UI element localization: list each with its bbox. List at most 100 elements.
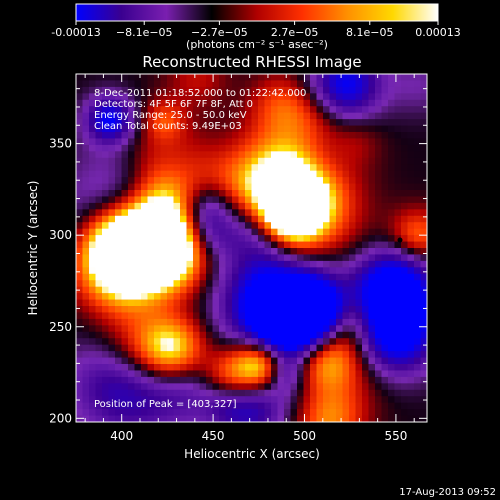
heatmap-cell xyxy=(375,318,383,326)
heatmap-cell xyxy=(394,106,402,114)
heatmap-cell xyxy=(323,344,331,352)
heatmap-cell xyxy=(199,157,207,165)
heatmap-cell xyxy=(329,112,337,120)
heatmap-cell xyxy=(297,306,305,314)
heatmap-cell xyxy=(238,312,246,320)
heatmap-cell xyxy=(420,80,427,88)
heatmap-cell xyxy=(238,80,246,88)
heatmap-cell xyxy=(173,312,181,320)
heatmap-cell xyxy=(355,190,363,198)
heatmap-cell xyxy=(232,370,240,378)
heatmap-cell xyxy=(154,325,162,333)
heatmap-cell xyxy=(362,389,370,397)
heatmap-cell xyxy=(290,183,298,191)
heatmap-cell xyxy=(167,280,175,288)
heatmap-cell xyxy=(323,119,331,127)
heatmap-cell xyxy=(173,125,181,133)
heatmap-cell xyxy=(420,222,427,230)
heatmap-cell xyxy=(342,125,350,133)
heatmap-cell xyxy=(355,344,363,352)
heatmap-cell xyxy=(368,248,376,256)
heatmap-cell xyxy=(141,144,149,152)
heatmap-cell xyxy=(128,344,136,352)
heatmap-cell xyxy=(232,93,240,101)
heatmap-cell xyxy=(407,144,415,152)
heatmap-cell xyxy=(329,267,337,275)
heatmap-cell xyxy=(199,164,207,172)
heatmap-cell xyxy=(76,144,84,152)
heatmap-cell xyxy=(368,228,376,236)
heatmap-cell xyxy=(251,209,259,217)
heatmap-cell xyxy=(297,364,305,372)
heatmap-cell xyxy=(264,325,272,333)
heatmap-cell xyxy=(388,215,396,223)
heatmap-cell xyxy=(160,318,168,326)
heatmap-cell xyxy=(89,93,97,101)
heatmap-cell xyxy=(394,183,402,191)
heatmap-cell xyxy=(121,344,129,352)
heatmap-cell xyxy=(362,273,370,281)
heatmap-cell xyxy=(277,119,285,127)
heatmap-cell xyxy=(206,144,214,152)
heatmap-cell xyxy=(336,228,344,236)
heatmap-cell xyxy=(186,190,194,198)
heatmap-cell xyxy=(180,267,188,275)
heatmap-cell xyxy=(336,202,344,210)
heatmap-cell xyxy=(264,99,272,107)
heatmap-cell xyxy=(193,196,201,204)
heatmap-cell xyxy=(342,389,350,397)
heatmap-cell xyxy=(245,376,253,384)
heatmap-cell xyxy=(336,125,344,133)
heatmap-cell xyxy=(355,209,363,217)
heatmap-cell xyxy=(258,344,266,352)
heatmap-cell xyxy=(271,177,279,185)
heatmap-cell xyxy=(414,273,422,281)
heatmap-cell xyxy=(381,138,389,146)
heatmap-cell xyxy=(232,183,240,191)
heatmap-cell xyxy=(225,415,233,422)
heatmap-cell xyxy=(232,325,240,333)
heatmap-cell xyxy=(141,409,149,417)
heatmap-cell xyxy=(368,376,376,384)
heatmap-cell xyxy=(277,144,285,152)
heatmap-cell xyxy=(355,389,363,397)
heatmap-cell xyxy=(225,138,233,146)
heatmap-cell xyxy=(323,325,331,333)
heatmap-cell xyxy=(238,306,246,314)
heatmap-cell xyxy=(323,74,331,82)
heatmap-cell xyxy=(316,338,324,346)
heatmap-cell xyxy=(290,351,298,359)
heatmap-cell xyxy=(134,132,142,140)
heatmap-cell xyxy=(284,222,292,230)
heatmap-cell xyxy=(310,351,318,359)
heatmap-cell xyxy=(102,215,110,223)
heatmap-cell xyxy=(180,293,188,301)
heatmap-cell xyxy=(154,273,162,281)
heatmap-cell xyxy=(173,318,181,326)
heatmap-cell xyxy=(290,151,298,159)
heatmap-cell xyxy=(290,93,298,101)
heatmap-cell xyxy=(180,364,188,372)
heatmap-cell xyxy=(102,415,110,422)
heatmap-cell xyxy=(368,254,376,262)
heatmap-cell xyxy=(303,125,311,133)
heatmap-cell xyxy=(258,170,266,178)
heatmap-cell xyxy=(199,248,207,256)
heatmap-cell xyxy=(238,202,246,210)
heatmap-cell xyxy=(89,183,97,191)
heatmap-cell xyxy=(336,93,344,101)
heatmap-cell xyxy=(316,273,324,281)
heatmap-cell xyxy=(225,364,233,372)
heatmap-cell xyxy=(310,415,318,422)
heatmap-cell xyxy=(160,396,168,404)
heatmap-cell xyxy=(310,202,318,210)
heatmap-cell xyxy=(388,196,396,204)
heatmap-cell xyxy=(336,157,344,165)
heatmap-cell xyxy=(95,177,103,185)
heatmap-cell xyxy=(82,228,90,236)
heatmap-cell xyxy=(219,389,227,397)
heatmap-cell xyxy=(108,202,116,210)
heatmap-cell xyxy=(303,331,311,339)
heatmap-cell xyxy=(102,177,110,185)
heatmap-cell xyxy=(342,86,350,94)
